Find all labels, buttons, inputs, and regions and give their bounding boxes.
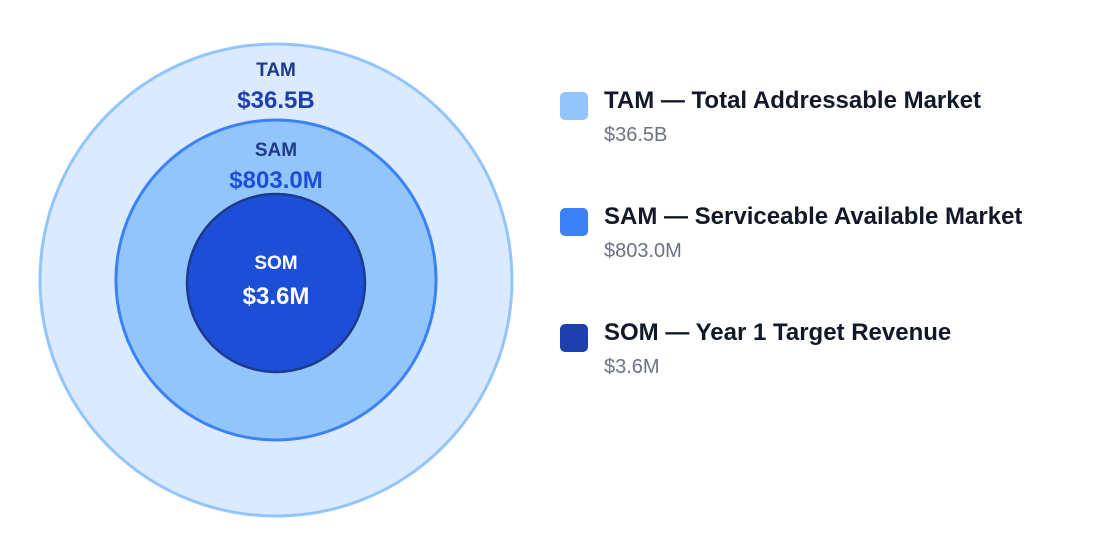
legend-swatch-tam: [560, 92, 588, 120]
legend-item-sam: SAM — Serviceable Available Market $803.…: [560, 202, 1100, 318]
tam-circle-value: $36.5B: [237, 87, 314, 114]
sam-circle-value: $803.0M: [229, 167, 322, 194]
legend-title-sam: SAM — Serviceable Available Market: [604, 203, 1023, 230]
som-circle-label: SOM: [254, 253, 297, 274]
legend-swatch-sam: [560, 208, 588, 236]
legend-value-sam: $803.0M: [604, 240, 682, 262]
tam-circle-label: TAM: [256, 60, 296, 81]
sam-circle-label: SAM: [255, 140, 297, 161]
som-circle-value: $3.6M: [243, 283, 310, 310]
legend-swatch-som: [560, 324, 588, 352]
som-circle: [185, 192, 367, 374]
legend-value-tam: $36.5B: [604, 124, 668, 146]
legend-title-tam: TAM — Total Addressable Market: [604, 87, 981, 114]
legend-item-som: SOM — Year 1 Target Revenue $3.6M: [560, 318, 1100, 434]
legend-item-tam: TAM — Total Addressable Market $36.5B: [560, 86, 1100, 202]
legend-title-som: SOM — Year 1 Target Revenue: [604, 319, 952, 346]
market-size-chart: TAM $36.5B SAM $803.0M SOM $3.6M: [38, 42, 514, 518]
market-circle-labels: TAM $36.5B SAM $803.0M SOM $3.6M: [229, 60, 322, 310]
legend-value-som: $3.6M: [604, 356, 660, 378]
legend: TAM — Total Addressable Market $36.5B SA…: [560, 86, 1100, 434]
market-circles: [38, 42, 514, 518]
